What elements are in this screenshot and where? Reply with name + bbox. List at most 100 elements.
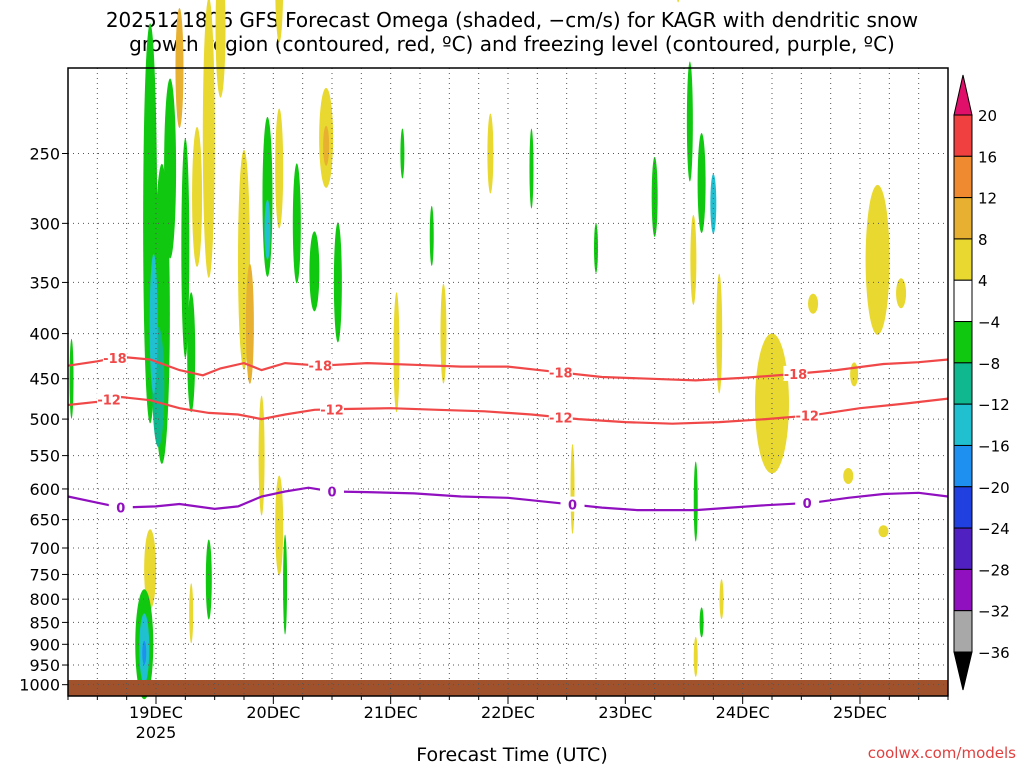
colorbar-tick-label: −36 xyxy=(978,644,1010,662)
colorbar-swatch xyxy=(953,362,973,405)
colorbar-swatch xyxy=(953,279,973,323)
x-tick-label: 22DEC xyxy=(481,703,535,722)
plot-area xyxy=(68,68,948,696)
omega-shade xyxy=(697,132,706,233)
y-tick-label: 550 xyxy=(29,447,60,466)
colorbar-tick-label: −32 xyxy=(978,603,1010,621)
colorbar-swatch xyxy=(953,321,973,364)
omega-shade xyxy=(690,214,697,305)
colorbar-tick-label: −16 xyxy=(978,437,1010,455)
colorbar-tick-label: −28 xyxy=(978,561,1010,579)
contour-label-bg xyxy=(97,391,122,407)
colorbar-tick-label: 4 xyxy=(978,272,988,290)
omega-shade xyxy=(865,184,890,335)
colorbar-tick-label: 8 xyxy=(978,231,988,249)
omega-shade xyxy=(716,273,723,394)
contour-label: -12 xyxy=(320,403,344,418)
colorbar-swatch xyxy=(953,114,973,157)
omega-shade xyxy=(142,640,147,665)
omega-shade xyxy=(275,475,284,576)
colorbar-tick-label: 16 xyxy=(978,148,997,166)
colorbar-swatch xyxy=(953,155,973,199)
colorbar-swatch xyxy=(953,403,973,446)
contour-label-bg xyxy=(320,483,344,499)
x-tick-label: 23DEC xyxy=(598,703,652,722)
colorbar-tick-label: −12 xyxy=(978,396,1010,414)
contour-label-bg xyxy=(783,365,808,381)
omega-shade xyxy=(164,78,177,259)
omega-shade xyxy=(258,395,265,516)
x-tick-label: 21DEC xyxy=(364,703,418,722)
colorbar-tick-label: −8 xyxy=(978,355,1000,373)
y-tick-label: 400 xyxy=(29,325,60,344)
omega-shade xyxy=(693,461,698,542)
contour-label-bg xyxy=(108,499,133,515)
contour-label-bg xyxy=(795,407,820,423)
colorbar-swatch xyxy=(953,238,973,281)
contour-label-bg xyxy=(548,364,573,380)
grid-lines xyxy=(67,68,949,696)
colorbar-swatch xyxy=(953,486,973,529)
omega-shade xyxy=(843,467,854,484)
contour-label-bg xyxy=(320,401,344,417)
omega-shade xyxy=(699,607,704,638)
omega-shade xyxy=(275,108,284,229)
colorbar-bottom-arrow xyxy=(953,651,973,691)
omega-shade xyxy=(393,292,400,413)
omega-shade xyxy=(850,362,859,387)
contour-label: 0 xyxy=(327,485,336,500)
colorbar-tick-label: −20 xyxy=(978,479,1010,497)
y-tick-label: 900 xyxy=(29,635,60,654)
contour-label: -18 xyxy=(784,368,808,383)
omega-shade xyxy=(202,0,215,278)
x-tick-sublabel: 2025 xyxy=(136,723,177,742)
omega-shade xyxy=(651,156,658,237)
contour-label: -12 xyxy=(97,393,121,408)
y-tick-label: 950 xyxy=(29,656,60,675)
contour-label: -12 xyxy=(549,411,573,426)
axes: 250 300 350 400 450 500 550 600 650 700 750 800 850 9… xyxy=(19,67,949,742)
colorbar-swatch xyxy=(953,197,973,240)
contour-label-bg xyxy=(308,357,333,373)
omega-shade xyxy=(686,61,693,182)
colorbar-swatch xyxy=(953,444,973,488)
x-tick-label: 24DEC xyxy=(716,703,770,722)
omega-shade xyxy=(429,205,434,266)
y-tick-label: 1000 xyxy=(19,676,60,695)
site-credit[interactable]: coolwx.com/models xyxy=(867,744,1016,762)
omega-shade xyxy=(69,338,74,419)
x-tick-label: 19DEC xyxy=(129,703,183,722)
temperature-contours: -18 -18 -18 -18 -12 -12 -12 -12 0 0 0 0 xyxy=(67,349,949,517)
contour-label: -18 xyxy=(549,366,573,381)
omega-shade xyxy=(283,534,288,635)
y-tick-label: 800 xyxy=(29,590,60,609)
contour-label: 0 xyxy=(803,497,812,512)
omega-shade xyxy=(309,231,320,312)
colorbar-top-arrow xyxy=(953,74,973,116)
colorbar-swatch xyxy=(953,568,973,612)
contour-label-bg xyxy=(795,495,820,511)
y-tick-label: 750 xyxy=(29,565,60,584)
colorbar-tick-label: −4 xyxy=(978,314,1000,332)
x-tick-label: 20DEC xyxy=(246,703,300,722)
contour-label: -18 xyxy=(103,352,127,367)
omega-shade xyxy=(189,583,194,644)
omega-shade xyxy=(187,292,196,413)
omega-shade xyxy=(205,539,212,620)
omega-shade xyxy=(400,128,405,179)
y-tick-label: 850 xyxy=(29,613,60,632)
y-tick-label: 250 xyxy=(29,144,60,163)
y-tick-label: 700 xyxy=(29,539,60,558)
omega-shade xyxy=(808,293,819,314)
colorbar: 20 16 12 8 4 −4 −8 −12 −16 −20 −24 −28 −32 −36 xyxy=(953,74,1010,691)
y-tick-label: 500 xyxy=(29,410,60,429)
contour-label: 0 xyxy=(116,502,125,517)
omega-shade xyxy=(275,0,284,43)
colorbar-tick-label: 20 xyxy=(978,107,997,125)
omega-shade xyxy=(144,529,157,610)
omega-shade xyxy=(487,113,494,194)
omega-shade xyxy=(719,579,724,620)
omega-shade xyxy=(333,222,342,343)
omega-shade xyxy=(245,263,254,384)
